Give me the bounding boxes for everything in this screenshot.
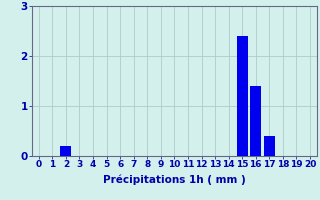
Bar bbox=[250, 86, 261, 156]
Bar bbox=[264, 136, 275, 156]
Bar bbox=[237, 36, 248, 156]
Bar bbox=[60, 146, 71, 156]
X-axis label: Précipitations 1h ( mm ): Précipitations 1h ( mm ) bbox=[103, 175, 246, 185]
